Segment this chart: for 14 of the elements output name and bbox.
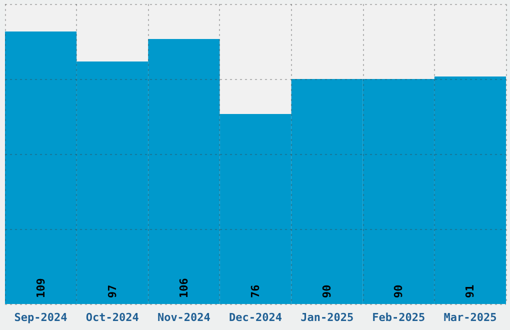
- x-tick-label: Feb-2025: [372, 311, 426, 324]
- data-label: 97: [106, 284, 119, 298]
- data-label: 106: [177, 278, 190, 298]
- data-label: 90: [320, 284, 334, 298]
- data-label: 109: [34, 278, 48, 298]
- x-tick-label: Dec-2024: [229, 311, 282, 324]
- data-label: 91: [464, 284, 477, 298]
- data-label: 90: [392, 284, 406, 298]
- x-tick-label: Nov-2024: [157, 311, 211, 324]
- x-tick-label: Oct-2024: [86, 311, 140, 324]
- x-tick-label: Sep-2024: [14, 311, 68, 324]
- x-tick-label: Mar-2025: [444, 311, 497, 324]
- data-label: 76: [249, 284, 262, 298]
- x-tick-label: Jan-2025: [300, 311, 354, 324]
